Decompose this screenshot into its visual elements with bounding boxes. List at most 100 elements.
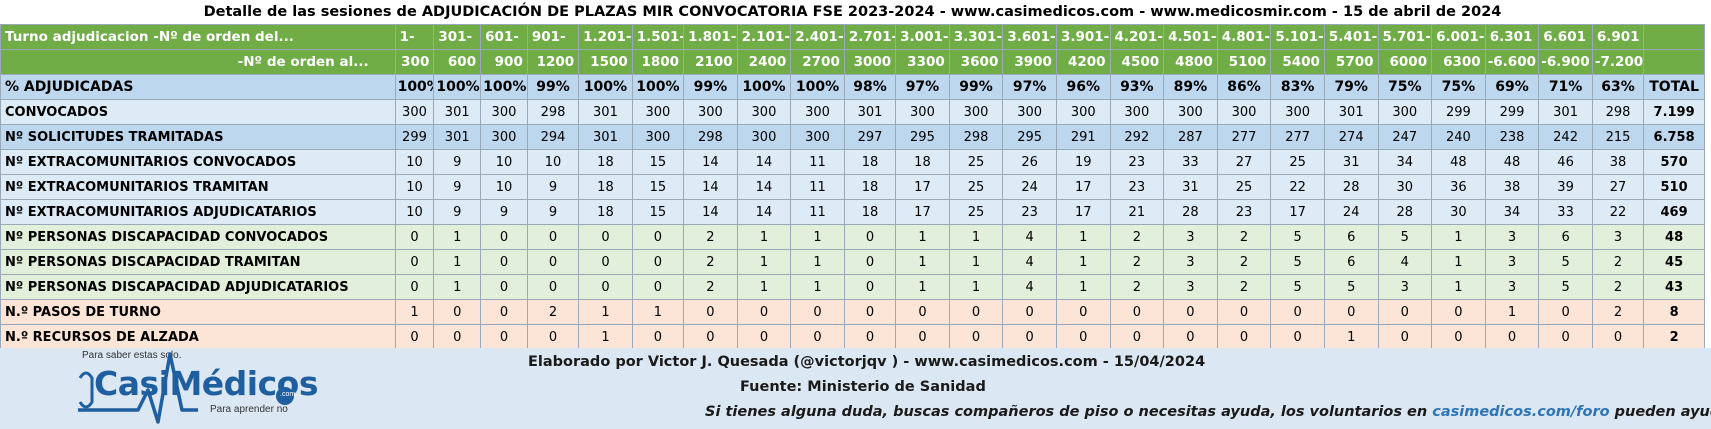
table-cell: 14 bbox=[736, 149, 792, 175]
header-to-cell: 4800 bbox=[1163, 49, 1218, 75]
table-cell: 0 bbox=[843, 299, 897, 325]
table-cell: 18 bbox=[578, 149, 633, 175]
table-cell: 0 bbox=[843, 274, 897, 300]
header-from-cell: 301- bbox=[433, 24, 482, 50]
header-to-cell: -6.900 bbox=[1538, 49, 1593, 75]
casimedicos-logo: Para saber estas solo. CasiMédicos .com … bbox=[78, 350, 338, 424]
table-cell: 3 bbox=[1163, 224, 1218, 250]
table-cell: 0 bbox=[526, 249, 580, 275]
table-cell: 1 bbox=[433, 249, 482, 275]
table-cell: 301 bbox=[578, 99, 633, 125]
logo-name: CasiMédicos bbox=[94, 364, 318, 403]
row-total: 469 bbox=[1643, 199, 1705, 225]
table-cell: 14 bbox=[736, 199, 792, 225]
table-cell: 300 bbox=[1055, 99, 1111, 125]
table-cell: 9 bbox=[433, 149, 482, 175]
table-cell: 3 bbox=[1591, 224, 1645, 250]
table-cell: 0 bbox=[843, 324, 897, 350]
table-cell: 14 bbox=[683, 174, 738, 200]
table-cell: 287 bbox=[1163, 124, 1218, 150]
table-cell: 299 bbox=[1484, 99, 1540, 125]
row-label: Nº SOLICITUDES TRAMITADAS bbox=[0, 124, 396, 150]
header-from-cell: 3.001- bbox=[895, 24, 950, 50]
table-cell: 1 bbox=[790, 274, 845, 300]
table-cell: 1 bbox=[790, 249, 845, 275]
table-cell: 23 bbox=[1216, 199, 1272, 225]
row-total: 45 bbox=[1643, 249, 1705, 275]
table-cell: 274 bbox=[1323, 124, 1379, 150]
table-cell: 301 bbox=[1538, 99, 1593, 125]
header-from-cell: 4.801- bbox=[1216, 24, 1272, 50]
table-cell: 299 bbox=[1431, 99, 1486, 125]
table-cell: 1 bbox=[895, 224, 950, 250]
table-cell: 2 bbox=[683, 249, 738, 275]
table-cell: 30 bbox=[1377, 174, 1433, 200]
table-cell: 1 bbox=[1055, 249, 1111, 275]
table-cell: 69% bbox=[1484, 74, 1540, 100]
table-cell: 0 bbox=[1109, 324, 1165, 350]
table-cell: 2 bbox=[1216, 224, 1272, 250]
header-to-cell: 600 bbox=[433, 49, 482, 75]
table-cell: 99% bbox=[948, 74, 1004, 100]
row-label: Nº EXTRACOMUNITARIOS CONVOCADOS bbox=[0, 149, 396, 175]
table-cell: 93% bbox=[1109, 74, 1165, 100]
table-cell: 0 bbox=[1163, 299, 1218, 325]
table-cell: 0 bbox=[1002, 299, 1057, 325]
footer-credit: Elaborado por Victor J. Quesada (@victor… bbox=[528, 354, 1206, 370]
table-cell: 0 bbox=[526, 224, 580, 250]
table-cell: 18 bbox=[578, 174, 633, 200]
header-to-empty bbox=[1643, 49, 1705, 75]
table-cell: 0 bbox=[948, 324, 1004, 350]
table-cell: 100% bbox=[736, 74, 792, 100]
table-cell: 5 bbox=[1270, 274, 1325, 300]
table-cell: 0 bbox=[1431, 299, 1486, 325]
table-cell: 10 bbox=[526, 149, 580, 175]
table-cell: 18 bbox=[578, 199, 633, 225]
table-cell: 298 bbox=[1591, 99, 1645, 125]
header-to-cell: 2100 bbox=[683, 49, 738, 75]
table-cell: 2 bbox=[1216, 249, 1272, 275]
table-cell: 3 bbox=[1163, 274, 1218, 300]
table-cell: 1 bbox=[790, 224, 845, 250]
table-cell: 98% bbox=[843, 74, 897, 100]
header-to-label: -Nº de orden al... bbox=[0, 49, 396, 75]
table-cell: 75% bbox=[1377, 74, 1433, 100]
table-cell: 28 bbox=[1377, 199, 1433, 225]
table-cell: 38 bbox=[1591, 149, 1645, 175]
header-from-cell: 2.401- bbox=[790, 24, 845, 50]
header-to-cell: 5700 bbox=[1323, 49, 1379, 75]
table-cell: 9 bbox=[526, 199, 580, 225]
table-cell: 22 bbox=[1270, 174, 1325, 200]
table-cell: 1 bbox=[631, 299, 685, 325]
footer-source: Fuente: Ministerio de Sanidad bbox=[740, 379, 986, 395]
table-row: N.º PASOS DE TURNO 1 0 0 2 1 1 0 0 0 0 0 0 0 0 0 0 0 0 0 0 0 1… bbox=[0, 299, 1705, 325]
table-cell: 0 bbox=[790, 299, 845, 325]
table-cell: 298 bbox=[683, 124, 738, 150]
table-row: Nº PERSONAS DISCAPACIDAD ADJUDICATARIOS 0… bbox=[0, 274, 1705, 300]
table-cell: 297 bbox=[843, 124, 897, 150]
table-cell: 1 bbox=[1431, 249, 1486, 275]
table-cell: 0 bbox=[631, 224, 685, 250]
header-to-cell: 5400 bbox=[1270, 49, 1325, 75]
table-cell: 9 bbox=[433, 174, 482, 200]
table-cell: 300 bbox=[1216, 99, 1272, 125]
table-row: Nº PERSONAS DISCAPACIDAD TRAMITAN 0 1 0 0 0 0 2… bbox=[0, 249, 1705, 275]
table-cell: 0 bbox=[1377, 324, 1433, 350]
table-cell: 100% bbox=[480, 74, 528, 100]
table-cell: 33 bbox=[1538, 199, 1593, 225]
table-cell: 34 bbox=[1377, 149, 1433, 175]
header-to-cell: 4200 bbox=[1055, 49, 1111, 75]
header-from-cell: 1.501- bbox=[631, 24, 685, 50]
table-cell: 0 bbox=[631, 249, 685, 275]
table-row: Nº EXTRACOMUNITARIOS ADJUDICATARIOS 10 9 9 9… bbox=[0, 199, 1705, 225]
table-cell: 301 bbox=[843, 99, 897, 125]
header-to-cell: 6000 bbox=[1377, 49, 1433, 75]
row-label: N.º PASOS DE TURNO bbox=[0, 299, 396, 325]
forum-link[interactable]: casimedicos.com/foro bbox=[1432, 404, 1610, 420]
row-total: 6.758 bbox=[1643, 124, 1705, 150]
table-cell: 3 bbox=[1484, 224, 1540, 250]
table-cell: 300 bbox=[736, 99, 792, 125]
table-cell: 240 bbox=[1431, 124, 1486, 150]
table-cell: 0 bbox=[1323, 299, 1379, 325]
table-cell: 1 bbox=[948, 274, 1004, 300]
